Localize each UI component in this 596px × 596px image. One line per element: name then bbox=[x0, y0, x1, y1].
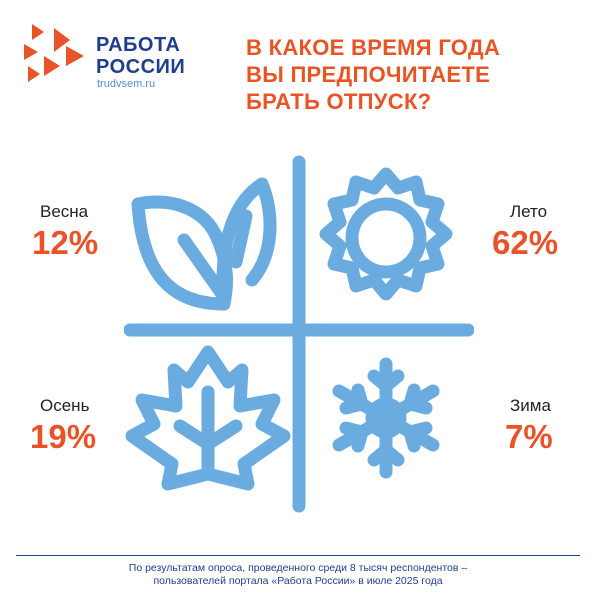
headline-line2: ВЫ ПРЕДПОЧИТАЕТЕ bbox=[246, 62, 491, 87]
logo-url: trudvsem.ru bbox=[97, 78, 156, 90]
footer-line2: пользователей портала «Работа России» в … bbox=[153, 575, 443, 587]
logo-arrows-icon bbox=[24, 24, 84, 82]
season-percent-winter: 7% bbox=[505, 418, 553, 455]
maple-leaf-icon bbox=[125, 345, 291, 491]
seasons-artwork bbox=[124, 155, 474, 513]
footer-note: По результатам опроса, проведенного сред… bbox=[0, 562, 596, 588]
logo-title-line2: РОССИИ bbox=[96, 56, 186, 78]
footer-divider bbox=[16, 555, 580, 556]
snowflake-icon bbox=[332, 357, 440, 479]
season-percent-spring: 12% bbox=[32, 224, 99, 261]
logo-title-line1: РАБОТА bbox=[96, 34, 181, 56]
season-name-winter: Зима bbox=[510, 396, 551, 415]
logo: РАБОТА РОССИИ trudvsem.ru bbox=[22, 22, 202, 92]
season-percent-autumn: 19% bbox=[30, 418, 97, 455]
footer-line1: По результатам опроса, проведенного сред… bbox=[128, 562, 468, 574]
season-name-autumn: Осень bbox=[40, 396, 90, 415]
sun-icon bbox=[319, 167, 453, 301]
leaves-icon bbox=[131, 177, 277, 311]
headline: В КАКОЕ ВРЕМЯ ГОДА ВЫ ПРЕДПОЧИТАЕТЕ БРАТ… bbox=[246, 34, 566, 115]
headline-line1: В КАКОЕ ВРЕМЯ ГОДА bbox=[246, 35, 501, 60]
season-name-summer: Лето bbox=[510, 202, 548, 221]
season-percent-summer: 62% bbox=[492, 224, 559, 261]
season-name-spring: Весна bbox=[40, 202, 89, 221]
logo-title: РАБОТА РОССИИ bbox=[96, 34, 185, 78]
headline-line3: БРАТЬ ОТПУСК? bbox=[246, 89, 432, 114]
